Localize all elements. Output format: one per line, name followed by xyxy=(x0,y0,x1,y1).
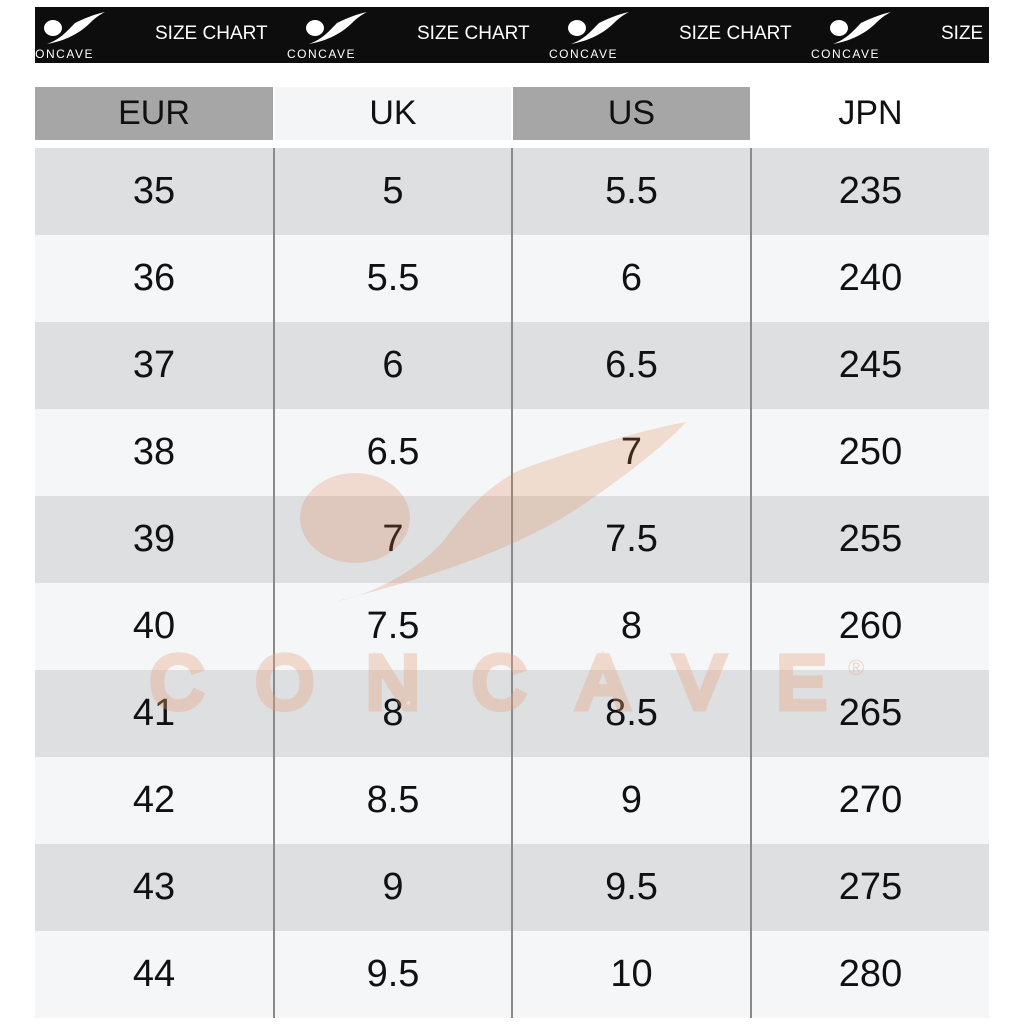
cell-eur: 40 xyxy=(132,605,176,647)
cell-jpn: 260 xyxy=(838,605,903,647)
column-divider xyxy=(273,148,275,1018)
cell-uk: 7 xyxy=(382,518,404,560)
concave-logo-icon: CONCAVE xyxy=(35,12,105,61)
cell-us: 5.5 xyxy=(605,170,658,212)
brand-block: CONCAVE SIZE CHART xyxy=(35,7,287,63)
cell-jpn: 250 xyxy=(838,431,903,473)
cell-us: 6 xyxy=(620,257,643,299)
column-header-us: US xyxy=(513,87,750,140)
cell-uk: 5.5 xyxy=(366,257,420,299)
banner-label: SIZE CHART xyxy=(155,23,268,44)
cell-us: 7.5 xyxy=(605,518,658,560)
cell-uk: 9 xyxy=(382,866,404,908)
svg-text:CONCAVE: CONCAVE xyxy=(287,47,356,61)
cell-uk: 6.5 xyxy=(366,431,420,473)
cell-us: 9.5 xyxy=(605,866,658,908)
cell-us: 7 xyxy=(620,431,643,473)
column-divider xyxy=(511,148,513,1018)
column-header-uk: UK xyxy=(275,87,511,140)
size-chart-banner: CONCAVE SIZE CHART CONCAVE SIZE CHART CO… xyxy=(35,7,989,63)
svg-text:CONCAVE: CONCAVE xyxy=(811,47,880,61)
cell-jpn: 245 xyxy=(838,344,903,386)
cell-uk: 5 xyxy=(382,170,404,212)
brand-block: CONCAVE SIZE CHART xyxy=(549,7,811,63)
column-header-jpn: JPN xyxy=(752,87,989,140)
cell-uk: 6 xyxy=(382,344,404,386)
column-header-eur: EUR xyxy=(35,87,273,140)
concave-logo-icon: CONCAVE xyxy=(811,12,891,61)
cell-jpn: 255 xyxy=(838,518,903,560)
cell-jpn: 280 xyxy=(838,953,903,995)
cell-eur: 35 xyxy=(132,170,176,212)
brand-block: CONCAVE SIZE CHART xyxy=(811,7,989,63)
concave-logo-icon: CONCAVE xyxy=(549,12,629,61)
banner-label: SIZE CHART xyxy=(417,23,530,44)
cell-eur: 37 xyxy=(132,344,176,386)
cell-us: 10 xyxy=(610,953,653,995)
svg-text:CONCAVE: CONCAVE xyxy=(35,47,94,61)
cell-us: 6.5 xyxy=(605,344,658,386)
cell-us: 8.5 xyxy=(605,692,658,734)
cell-us: 8 xyxy=(620,605,643,647)
cell-uk: 7.5 xyxy=(366,605,420,647)
banner-label: SIZE CHART xyxy=(679,23,792,44)
cell-jpn: 270 xyxy=(838,779,903,821)
concave-logo-icon: CONCAVE xyxy=(287,12,367,61)
cell-jpn: 265 xyxy=(838,692,903,734)
cell-eur: 42 xyxy=(132,779,176,821)
cell-uk: 9.5 xyxy=(366,953,420,995)
banner-label: SIZE CHART xyxy=(941,23,989,44)
cell-eur: 43 xyxy=(132,866,176,908)
cell-uk: 8 xyxy=(382,692,404,734)
cell-eur: 44 xyxy=(132,953,176,995)
cell-eur: 38 xyxy=(132,431,176,473)
svg-text:CONCAVE: CONCAVE xyxy=(549,47,618,61)
cell-jpn: 275 xyxy=(838,866,903,908)
cell-jpn: 240 xyxy=(838,257,903,299)
cell-eur: 41 xyxy=(132,692,176,734)
cell-eur: 39 xyxy=(132,518,176,560)
brand-block: CONCAVE SIZE CHART xyxy=(287,7,549,63)
cell-eur: 36 xyxy=(132,257,176,299)
column-divider xyxy=(750,148,752,1018)
cell-us: 9 xyxy=(620,779,643,821)
cell-jpn: 235 xyxy=(838,170,903,212)
cell-uk: 8.5 xyxy=(366,779,420,821)
